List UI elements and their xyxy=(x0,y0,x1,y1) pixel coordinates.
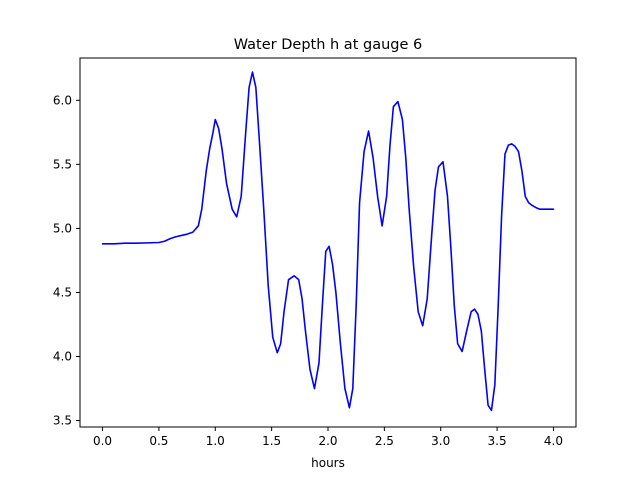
x-tick-label: 1.5 xyxy=(262,434,281,448)
x-tick-label: 4.0 xyxy=(544,434,563,448)
chart-title: Water Depth h at gauge 6 xyxy=(234,37,422,53)
x-axis: 0.0 0.5 1.0 1.5 2.0 2.5 3.0 3.5 4.0 xyxy=(93,427,563,448)
x-tick-label: 2.0 xyxy=(318,434,337,448)
x-tick-label: 0.0 xyxy=(93,434,112,448)
x-axis-label: hours xyxy=(311,456,345,470)
y-tick-label: 3.5 xyxy=(53,414,72,428)
y-tick-label: 6.0 xyxy=(53,93,72,107)
y-tick-label: 4.0 xyxy=(53,350,72,364)
y-tick-label: 5.5 xyxy=(53,157,72,171)
x-tick-label: 3.0 xyxy=(431,434,450,448)
x-tick-label: 2.5 xyxy=(375,434,394,448)
y-tick-label: 5.0 xyxy=(53,221,72,235)
x-tick-label: 0.5 xyxy=(149,434,168,448)
plot-area xyxy=(101,71,555,412)
x-tick-label: 3.5 xyxy=(488,434,507,448)
y-tick-label: 4.5 xyxy=(53,285,72,299)
x-tick-label: 1.0 xyxy=(206,434,225,448)
series-line-0 xyxy=(101,71,555,412)
y-axis: 3.5 4.0 4.5 5.0 5.5 6.0 xyxy=(53,93,80,428)
